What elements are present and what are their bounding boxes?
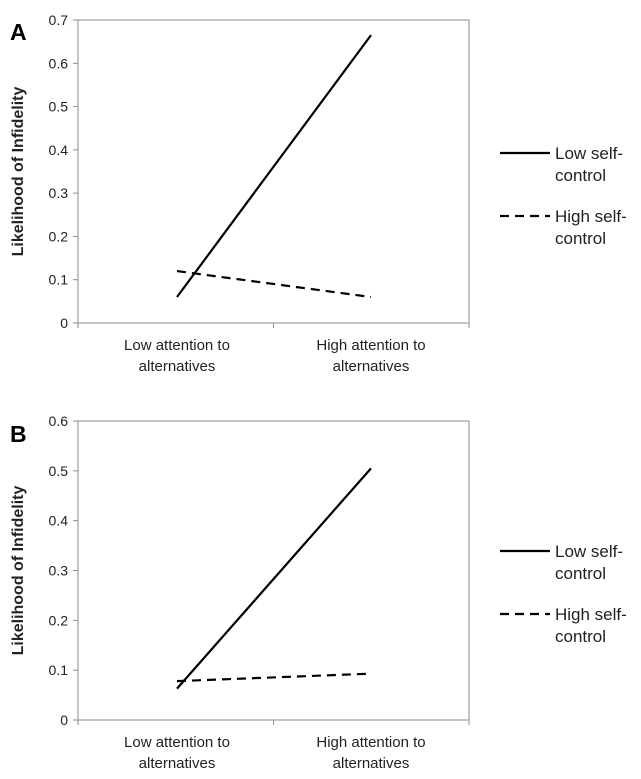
panel-label: A bbox=[10, 19, 27, 45]
series-line-low-self-control bbox=[176, 34, 372, 298]
plot-frame bbox=[77, 420, 470, 721]
chart-panel-a: 0 0.1 0.2 0.3 0.4 0.5 0.6 0.7 Low attention to al… bbox=[10, 12, 627, 375]
y-tick-label: 0.3 bbox=[49, 185, 69, 201]
x-category-label: Low attention to alternatives bbox=[124, 734, 230, 772]
legend-label: Low self-control bbox=[555, 144, 623, 185]
y-tick-label: 0.6 bbox=[49, 55, 69, 71]
y-axis-label: Likelihood of Infidelity bbox=[10, 486, 27, 656]
legend-label: High self-control bbox=[555, 207, 627, 248]
y-tick-label: 0.2 bbox=[49, 228, 69, 244]
series-line-low-self-control bbox=[176, 467, 372, 690]
plot-frame bbox=[77, 19, 470, 324]
series-line-high-self-control bbox=[176, 269, 372, 299]
y-tick-label: 0.3 bbox=[49, 563, 69, 579]
panel-label: B bbox=[10, 421, 27, 447]
x-category-label: High attention to alternatives bbox=[316, 337, 425, 375]
y-tick-label: 0.5 bbox=[49, 99, 69, 115]
y-tick-label: 0.4 bbox=[49, 142, 69, 158]
x-category-label: High attention to alternatives bbox=[316, 734, 425, 772]
y-tick-label: 0 bbox=[60, 712, 68, 728]
y-tick-label: 0.6 bbox=[49, 413, 69, 429]
y-tick-label: 0.4 bbox=[49, 513, 69, 529]
y-tick-label: 0.7 bbox=[49, 12, 69, 28]
series-line-high-self-control bbox=[176, 672, 372, 683]
y-axis-label: Likelihood of Infidelity bbox=[10, 87, 27, 257]
y-tick-label: 0.1 bbox=[49, 662, 69, 678]
y-tick-label: 0.1 bbox=[49, 272, 69, 288]
chart-panel-b: 0 0.1 0.2 0.3 0.4 0.5 0.6 Low attention to alter… bbox=[10, 413, 627, 772]
legend-label: Low self-control bbox=[555, 542, 623, 583]
y-tick-label: 0 bbox=[60, 315, 68, 331]
y-tick-label: 0.2 bbox=[49, 612, 69, 628]
legend-label: High self-control bbox=[555, 605, 627, 646]
x-category-label: Low attention to alternatives bbox=[124, 337, 230, 375]
y-tick-label: 0.5 bbox=[49, 463, 69, 479]
